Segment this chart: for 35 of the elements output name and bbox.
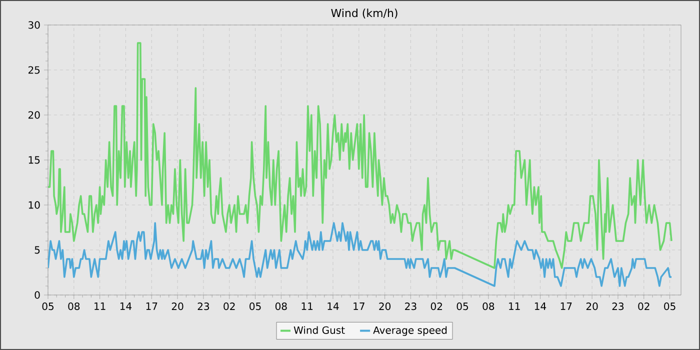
x-tick-label: 05 xyxy=(250,302,261,310)
x-tick-label: 23 xyxy=(612,302,624,310)
y-tick-label: 15 xyxy=(28,156,40,164)
x-tick-label: 11 xyxy=(302,302,313,310)
x-tick-label: 23 xyxy=(405,302,416,310)
x-tick-label: 02 xyxy=(224,302,235,310)
x-tick-label: 02 xyxy=(638,302,650,310)
y-tick-label: 10 xyxy=(28,201,40,209)
y-tick-label: 0 xyxy=(34,291,40,299)
x-tick-label: 17 xyxy=(354,302,364,310)
x-tick-label: 08 xyxy=(68,302,80,310)
x-tick-label: 17 xyxy=(146,302,158,310)
x-tick-label: 20 xyxy=(172,302,184,310)
x-tick-label: 02 xyxy=(430,302,442,310)
x-tick-label: 14 xyxy=(534,302,546,310)
x-tick-label: 05 xyxy=(42,302,54,310)
x-tick-label: 11 xyxy=(94,302,106,310)
x-tick-label: 11 xyxy=(509,302,520,310)
legend-label: Wind Gust xyxy=(294,326,345,334)
x-tick-label: 08 xyxy=(482,302,494,310)
x-tick-label: 05 xyxy=(664,302,676,310)
legend-label: Average speed xyxy=(373,326,447,336)
y-tick-label: 30 xyxy=(28,21,40,29)
x-tick-label: 05 xyxy=(456,302,468,310)
y-tick-label: 5 xyxy=(34,246,40,254)
chart-title: Wind (km/h) xyxy=(331,8,398,18)
x-tick-label: 08 xyxy=(275,302,287,310)
x-tick-label: 17 xyxy=(560,302,572,310)
x-tick-label: 14 xyxy=(328,302,339,310)
x-tick-label: 20 xyxy=(379,302,391,310)
x-tick-label: 23 xyxy=(198,302,210,310)
y-tick-label: 25 xyxy=(28,66,40,74)
x-tick-label: 14 xyxy=(120,302,132,310)
y-tick-label: 20 xyxy=(28,111,40,119)
x-tick-label: 20 xyxy=(586,302,598,310)
